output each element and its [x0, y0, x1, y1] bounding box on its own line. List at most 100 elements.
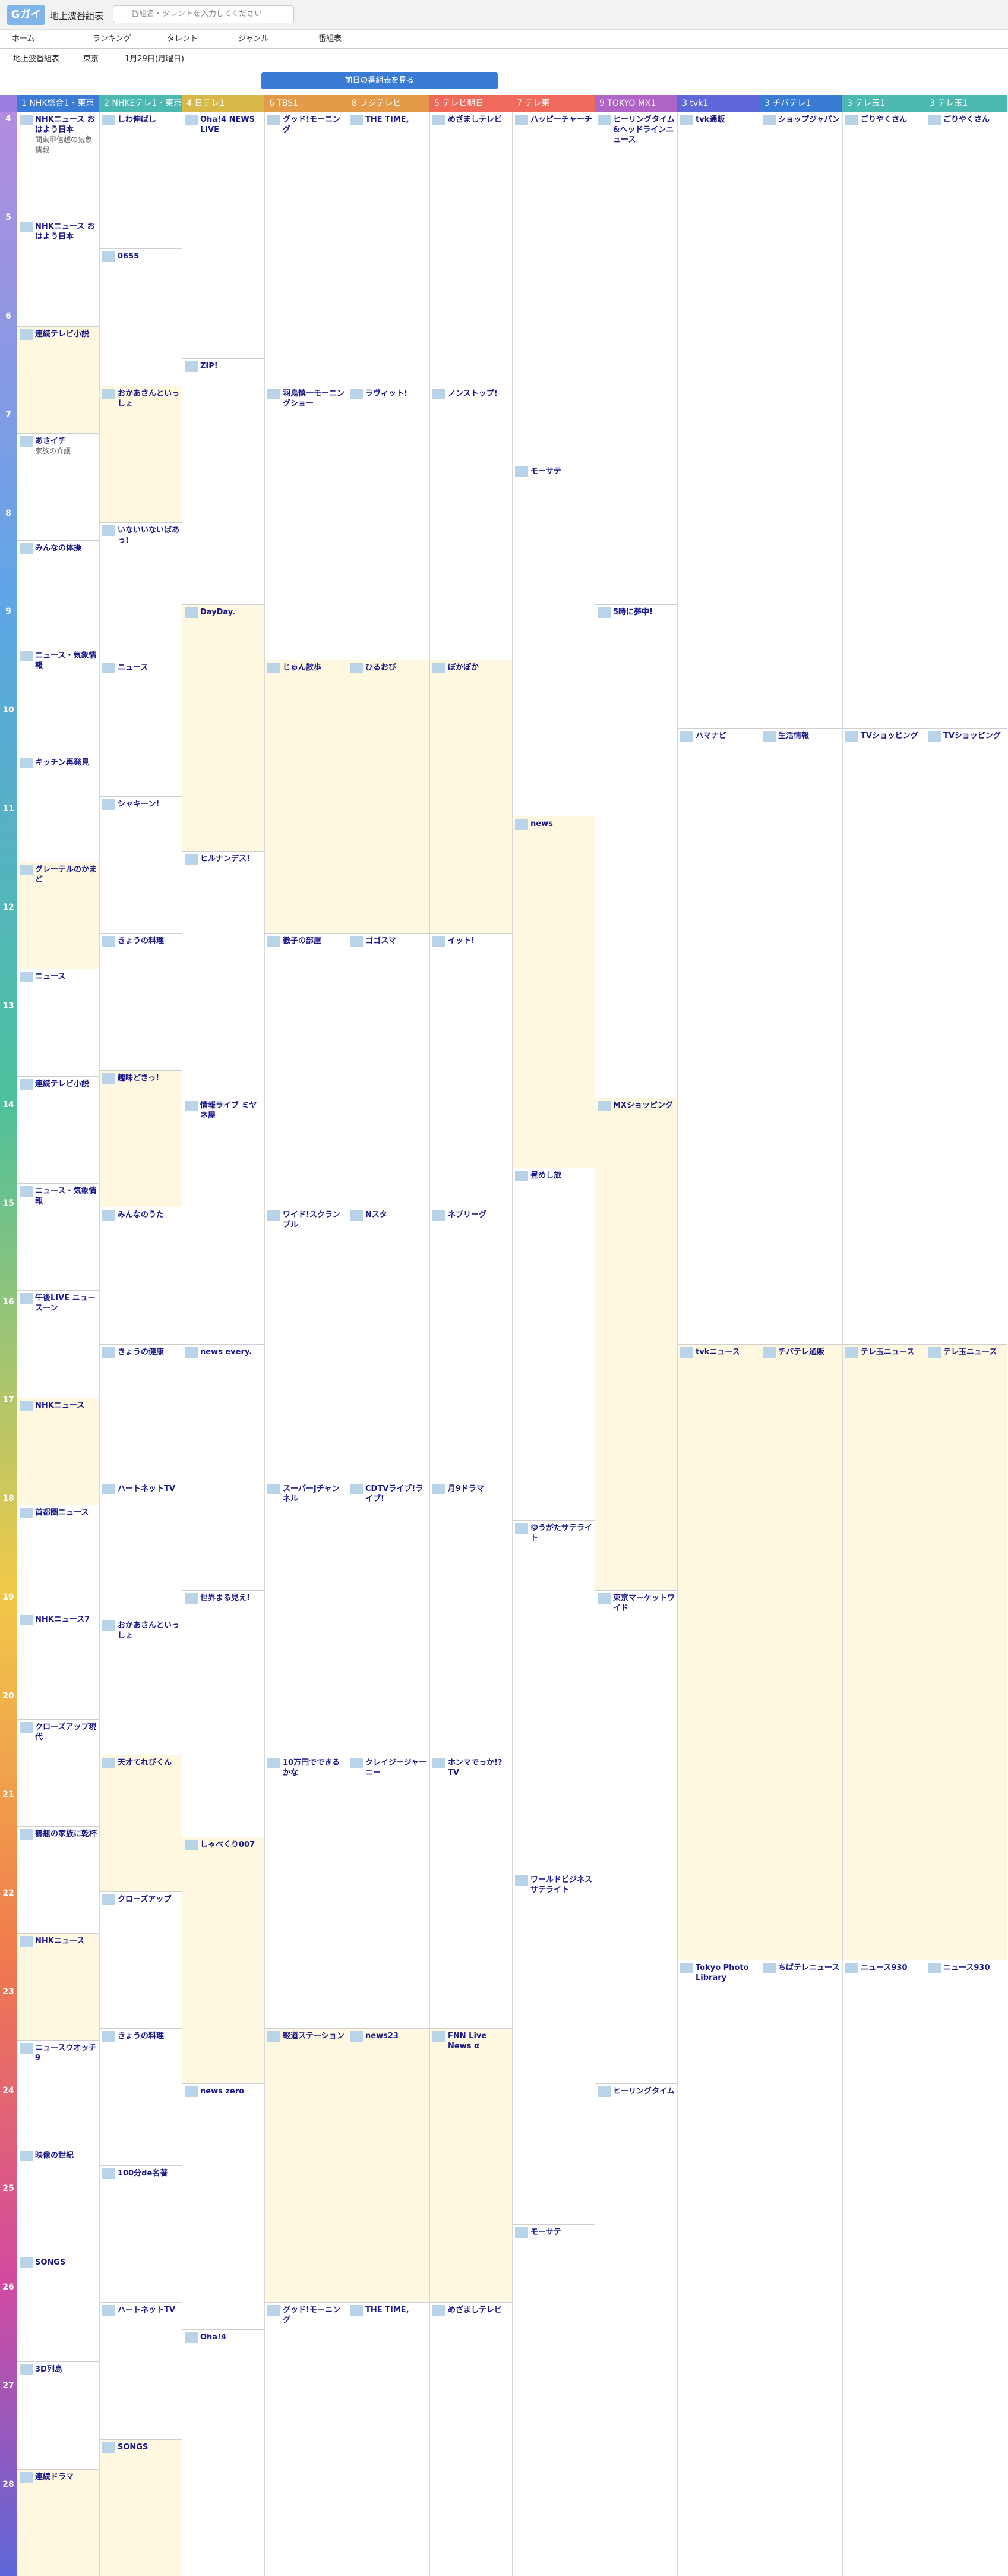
program-cell[interactable]: Oha!4 NEWS LIVE	[182, 112, 264, 358]
program-cell[interactable]: 徹子の部屋	[265, 933, 347, 1207]
program-cell[interactable]: ニュース930	[843, 1960, 925, 2576]
date-select[interactable]: 1月29日(月曜日)	[125, 55, 184, 64]
program-cell[interactable]: DayDay.	[182, 604, 264, 852]
program-cell[interactable]: 報道ステーション	[265, 2028, 347, 2303]
channel-header-item[interactable]: 5 テレビ朝日	[429, 95, 512, 112]
program-cell[interactable]: モーサテ	[513, 2224, 595, 2576]
program-cell[interactable]: MXショッピング	[595, 1097, 677, 1591]
channel-header-item[interactable]: 3 テレ玉1	[925, 95, 1007, 112]
program-cell[interactable]: 月9ドラマ	[430, 1480, 512, 1755]
program-cell[interactable]: 鶴瓶の家族に乾杯	[17, 1825, 99, 1934]
program-cell[interactable]: じゅん散歩	[265, 659, 347, 934]
program-cell[interactable]: news23	[347, 2028, 429, 2303]
program-cell[interactable]: きょうの料理	[100, 933, 182, 1070]
program-cell[interactable]: ゆうがたサテライト	[513, 1519, 595, 1872]
channel-header-item[interactable]: 6 TBS1	[264, 95, 347, 112]
prev-day-button[interactable]: 前日の番組表を見る	[261, 72, 498, 89]
program-cell[interactable]: 午後LIVE ニュースーン	[17, 1290, 99, 1398]
program-cell[interactable]: しゃべくり007	[182, 1836, 264, 2083]
program-cell[interactable]: ZIP!	[182, 358, 264, 605]
program-cell[interactable]: みんなのうた	[100, 1207, 182, 1344]
program-cell[interactable]: クローズアップ現代	[17, 1719, 99, 1826]
program-cell[interactable]: クレイジージャーニー	[347, 1754, 429, 2029]
program-cell[interactable]: news every.	[182, 1344, 264, 1591]
program-cell[interactable]: めざましテレビ	[430, 2302, 512, 2576]
program-cell[interactable]: スーパーJチャンネル	[265, 1480, 347, 1755]
program-cell[interactable]: ハマナビ	[678, 727, 760, 1344]
program-cell[interactable]: SONGS	[17, 2255, 99, 2362]
program-cell[interactable]: ホンマでっか!?TV	[430, 1754, 512, 2029]
program-cell[interactable]: きょうの料理	[100, 2028, 182, 2165]
program-cell[interactable]: 映像の世紀	[17, 2147, 99, 2255]
program-cell[interactable]: モーサテ	[513, 464, 595, 816]
program-cell[interactable]: Tokyo Photo Library	[678, 1960, 760, 2576]
program-cell[interactable]: NHKニュース	[17, 1933, 99, 2041]
program-cell[interactable]: あさイチ 家族の介護	[17, 433, 99, 541]
channel-header-item[interactable]: 7 テレ東	[512, 95, 595, 112]
program-cell[interactable]: ぽかぽか	[430, 659, 512, 934]
program-cell[interactable]: グッド!モーニング	[265, 112, 347, 386]
program-cell[interactable]: チバテレ通販	[760, 1344, 842, 1960]
program-cell[interactable]: ゴゴスマ	[347, 933, 429, 1207]
channel-header-item[interactable]: 2 NHKEテレ1・東京	[99, 95, 182, 112]
program-cell[interactable]: キッチン再発見	[17, 754, 99, 862]
nav-epg[interactable]: 番組表	[318, 34, 342, 43]
program-cell[interactable]: CDTVライブ!ライブ!	[347, 1480, 429, 1755]
program-cell[interactable]: TVショッピング	[843, 727, 925, 1344]
program-cell[interactable]: 生活情報	[760, 727, 842, 1344]
channel-header-item[interactable]: 3 テレ玉1	[842, 95, 925, 112]
program-cell[interactable]: めざましテレビ	[430, 112, 512, 386]
program-cell[interactable]: NHKニュース おはよう日本	[17, 219, 99, 326]
program-cell[interactable]: NHKニュース	[17, 1397, 99, 1505]
program-cell[interactable]: クローズアップ	[100, 1891, 182, 2029]
program-cell[interactable]: ハートネットTV	[100, 2302, 182, 2439]
program-cell[interactable]: 0655	[100, 248, 182, 386]
program-cell[interactable]: みんなの体操	[17, 540, 99, 648]
program-cell[interactable]: Nスタ	[347, 1207, 429, 1481]
program-cell[interactable]: ごりやくさん	[843, 112, 925, 728]
program-cell[interactable]: ニュース	[17, 969, 99, 1076]
program-cell[interactable]: いないいないばあっ!	[100, 522, 182, 660]
program-cell[interactable]: グレーテルのかまど	[17, 862, 99, 969]
nav-ranking[interactable]: ランキング	[93, 34, 131, 43]
channel-header-item[interactable]: 1 NHK総合1・東京	[17, 95, 99, 112]
program-cell[interactable]: ニュース・気象情報	[17, 1183, 99, 1291]
program-cell[interactable]: グッド!モーニング	[265, 2302, 347, 2576]
nav-talent[interactable]: タレント	[167, 34, 198, 43]
program-cell[interactable]: おかあさんといっしょ	[100, 385, 182, 523]
program-cell[interactable]: きょうの健康	[100, 1344, 182, 1481]
program-cell[interactable]: tvkニュース	[678, 1344, 760, 1960]
program-cell[interactable]: ワイド!スクランブル	[265, 1207, 347, 1481]
program-cell[interactable]: 羽鳥慎一モーニングショー	[265, 385, 347, 660]
program-cell[interactable]: Oha!4	[182, 2329, 264, 2576]
program-cell[interactable]: ちばテレニュース	[760, 1960, 842, 2576]
program-cell[interactable]: THE TIME,	[347, 2302, 429, 2576]
site-logo[interactable]: Gガイド	[7, 5, 45, 41]
program-cell[interactable]: ハートネットTV	[100, 1480, 182, 1618]
program-cell[interactable]: 昼めし旅	[513, 1168, 595, 1520]
channel-header-item[interactable]: 4 日テレ1	[182, 95, 264, 112]
program-cell[interactable]: 連続テレビ小説	[17, 1076, 99, 1184]
area-select[interactable]: 東京	[83, 55, 99, 64]
program-cell[interactable]: ニュース930	[925, 1960, 1007, 2576]
program-cell[interactable]: 東京マーケットワイド	[595, 1590, 677, 2083]
program-cell[interactable]: 100分de名著	[100, 2165, 182, 2303]
program-cell[interactable]: ワールドビジネスサテライト	[513, 1872, 595, 2224]
channel-header-item[interactable]: 8 フジテレビ	[347, 95, 429, 112]
program-cell[interactable]: news	[513, 815, 595, 1168]
channel-header-item[interactable]: 9 TOKYO MX1	[595, 95, 677, 112]
program-cell[interactable]: ショップジャパン	[760, 112, 842, 728]
program-cell[interactable]: THE TIME,	[347, 112, 429, 386]
program-cell[interactable]: TVショッピング	[925, 727, 1007, 1344]
site-name[interactable]: 地上波番組表	[50, 11, 104, 21]
program-cell[interactable]: 情報ライブ ミヤネ屋	[182, 1097, 264, 1344]
program-cell[interactable]: 連続テレビ小説	[17, 326, 99, 433]
channel-header-item[interactable]: 3 tvk1	[677, 95, 760, 112]
program-cell[interactable]: ラヴィット!	[347, 385, 429, 660]
program-cell[interactable]: ヒルナンデス!	[182, 851, 264, 1098]
program-cell[interactable]: おかあさんといっしょ	[100, 1618, 182, 1755]
program-cell[interactable]: テレ玉ニュース	[925, 1344, 1007, 1960]
program-cell[interactable]: 世界まる見え!	[182, 1590, 264, 1837]
program-cell[interactable]: 5時に夢中!	[595, 604, 677, 1098]
program-cell[interactable]: 趣味どきっ!	[100, 1070, 182, 1207]
